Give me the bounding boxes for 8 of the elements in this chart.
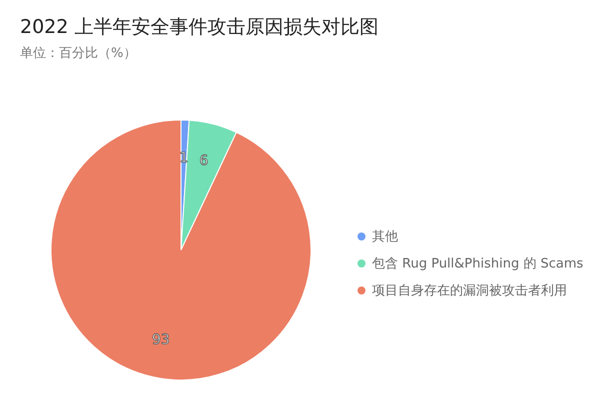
data-label: 6	[199, 152, 208, 169]
chart-subtitle: 单位：百分比（%）	[20, 46, 136, 61]
legend-label: 其他	[372, 230, 398, 244]
data-label: 93	[152, 332, 170, 348]
pie-slice	[50, 120, 312, 380]
legend-label: 项目自身存在的漏洞被攻击者利用	[372, 284, 567, 298]
legend-label: 包含 Rug Pull&Phishing 的 Scams	[372, 256, 584, 272]
chart-title: 2022 上半年安全事件攻击原因损失对比图	[20, 16, 378, 38]
